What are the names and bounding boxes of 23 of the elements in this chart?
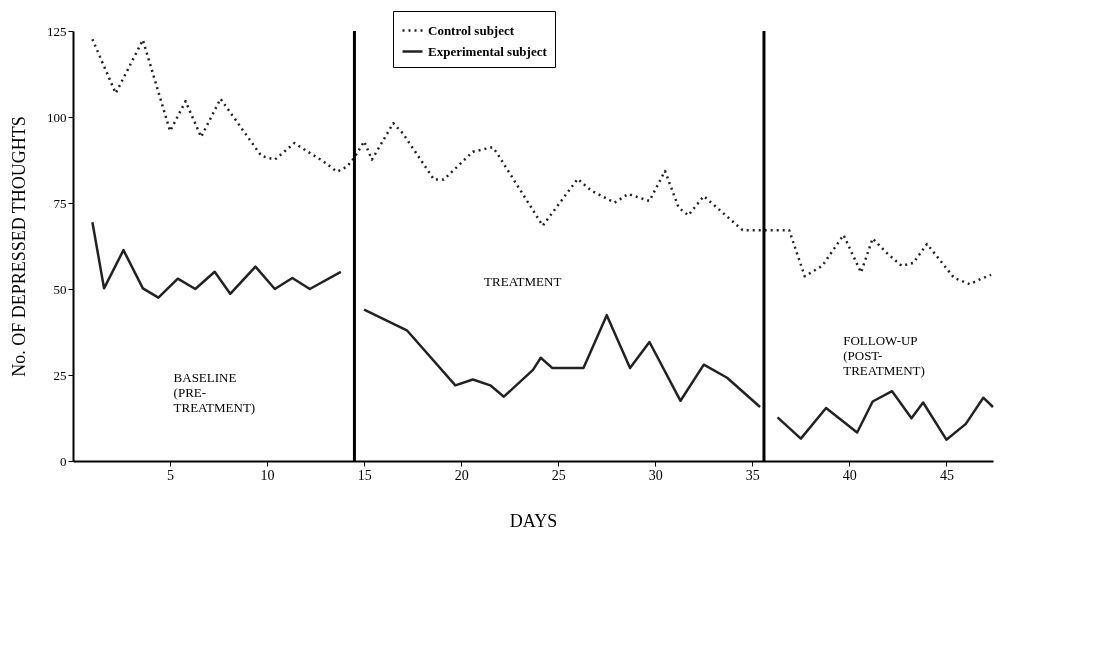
x-axis-title: DAYS — [509, 510, 558, 531]
legend-label: Experimental subject — [428, 43, 548, 59]
y-tick-label: 100 — [47, 109, 67, 125]
y-tick-label: 0 — [60, 453, 67, 469]
x-tick-label: 20 — [454, 467, 469, 483]
y-tick-label: 125 — [47, 23, 67, 39]
annotation: BASELINE (PRE- TREATMENT) — [173, 370, 256, 416]
x-tick-label: 5 — [167, 467, 175, 483]
x-tick-label: 10 — [260, 467, 275, 483]
x-tick-label: 35 — [745, 467, 760, 483]
x-tick-label: 30 — [648, 467, 663, 483]
y-tick-label: 25 — [53, 367, 67, 383]
x-tick-label: 40 — [842, 467, 857, 483]
line-series — [91, 38, 993, 286]
y-axis-title: No. OF DEPRESSED THOUGHTS — [9, 116, 29, 377]
x-tick-label: 25 — [551, 467, 566, 483]
x-tick-label: 45 — [939, 467, 954, 483]
annotation: FOLLOW-UP (POST- TREATMENT) — [843, 332, 925, 378]
x-tick-label: 15 — [357, 467, 372, 483]
y-tick-label: 75 — [53, 195, 67, 211]
y-tick-label: 50 — [53, 281, 67, 297]
legend-label: Control subject — [428, 22, 515, 38]
annotation: TREATMENT — [484, 274, 562, 290]
